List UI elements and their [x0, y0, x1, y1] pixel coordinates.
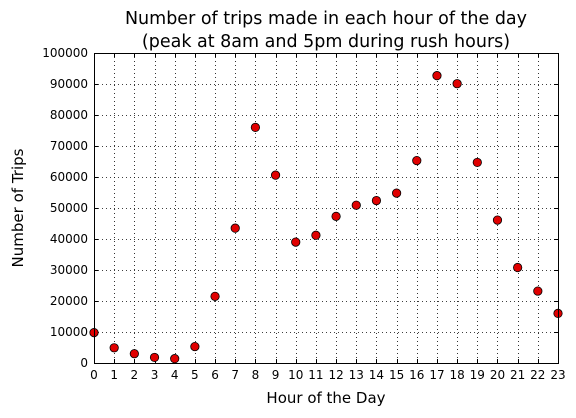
y-tick-label: 30000	[50, 263, 88, 277]
x-tick-label: 8	[252, 368, 260, 382]
data-point	[492, 215, 503, 225]
x-tick-label: 18	[449, 368, 464, 382]
grid-lines	[94, 53, 558, 363]
x-tick-label: 21	[510, 368, 525, 382]
plot-frame	[94, 53, 559, 364]
x-tick-label: 5	[191, 368, 199, 382]
y-tick-label: 0	[80, 356, 88, 370]
data-point	[371, 195, 382, 206]
x-tick-label: 9	[272, 368, 280, 382]
x-tick-label: 4	[171, 368, 179, 382]
x-tick-label: 11	[308, 368, 323, 382]
x-axis-label: Hour of the Day	[266, 389, 385, 407]
x-tick-label: 15	[389, 368, 404, 382]
data-point	[472, 157, 482, 168]
data-point	[452, 79, 462, 89]
x-tick-label: 2	[131, 368, 139, 382]
x-tick-label: 22	[530, 368, 545, 382]
x-tick-label: 6	[211, 368, 219, 382]
data-point	[432, 71, 442, 81]
data-point	[129, 349, 139, 359]
data-point	[331, 211, 341, 221]
x-tick-label: 16	[409, 368, 424, 382]
y-tick-label: 20000	[50, 294, 88, 308]
data-point	[149, 352, 160, 363]
y-tick-label: 10000	[50, 325, 88, 339]
y-tick-label: 80000	[50, 108, 88, 122]
y-tick-label: 50000	[50, 201, 88, 215]
x-tick-label: 0	[90, 368, 98, 382]
y-tick-label: 70000	[50, 139, 88, 153]
data-point	[270, 170, 281, 180]
y-tick-label: 60000	[50, 170, 88, 184]
data-point	[351, 200, 361, 210]
data-point	[513, 262, 523, 273]
y-tick-label: 90000	[50, 77, 88, 91]
chart-subtitle: (peak at 8am and 5pm during rush hours)	[142, 32, 510, 52]
data-point	[230, 223, 240, 233]
x-tick-label: 13	[349, 368, 364, 382]
data-point	[170, 354, 180, 364]
data-point	[533, 286, 543, 296]
y-axis-label: Number of Trips	[9, 148, 27, 267]
y-tick-label: 100000	[42, 46, 88, 60]
data-point	[250, 122, 260, 133]
x-tick-label: 1	[110, 368, 118, 382]
x-tick-label: 19	[470, 368, 485, 382]
data-point	[210, 291, 220, 301]
data-point	[412, 155, 422, 166]
x-tick-label: 7	[231, 368, 239, 382]
x-tick-label: 3	[151, 368, 159, 382]
data-point	[291, 237, 301, 247]
tick-labels: 0 1 2 3 4 5 6 7 8 9 10 11 12 13 14 15 16 17 18 19 20 21 22 2301…	[42, 46, 565, 382]
x-tick-label: 14	[369, 368, 384, 382]
x-tick-label: 10	[288, 368, 303, 382]
data-point	[190, 341, 200, 352]
x-tick-label: 23	[550, 368, 565, 382]
x-tick-label: 17	[429, 368, 444, 382]
x-tick-label: 20	[490, 368, 505, 382]
chart-title: Number of trips made in each hour of the…	[125, 9, 527, 29]
y-tick-label: 40000	[50, 232, 88, 246]
data-point	[392, 188, 402, 198]
data-point	[311, 230, 321, 240]
data-point	[109, 343, 119, 353]
x-tick-label: 12	[328, 368, 343, 382]
